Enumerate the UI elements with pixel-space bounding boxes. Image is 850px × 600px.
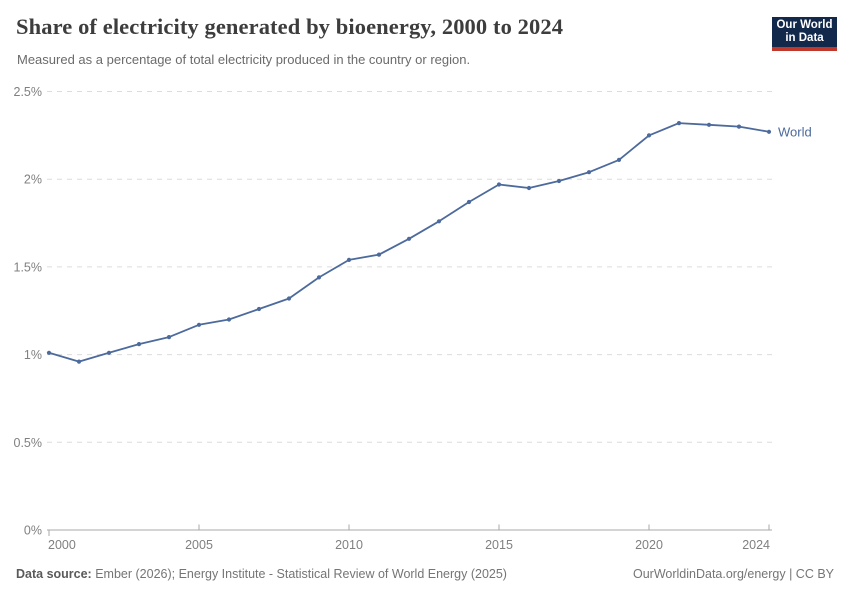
data-point [766, 129, 772, 134]
owid-logo[interactable]: Our World in Data [772, 17, 837, 51]
data-point [556, 178, 562, 184]
y-axis-tick-label: 1% [24, 348, 42, 362]
data-point [256, 306, 262, 312]
data-point [706, 122, 712, 127]
x-axis-tick-label: 2010 [335, 538, 363, 552]
data-point [196, 322, 202, 327]
data-point [586, 170, 592, 175]
data-point [316, 275, 322, 280]
series-label-world[interactable]: World [778, 124, 812, 139]
data-point [526, 185, 532, 191]
data-point [406, 236, 412, 241]
owid-logo-line1: Our World [776, 19, 833, 31]
owid-logo-line2: in Data [785, 32, 824, 44]
data-point [736, 124, 742, 129]
data-point [46, 350, 52, 355]
data-point [436, 219, 442, 224]
x-axis-tick-label: 2024 [742, 538, 770, 552]
data-source-label: Data source: [16, 567, 92, 581]
series-line-world [48, 122, 770, 363]
chart-footer: Data source: Ember (2026); Energy Instit… [16, 567, 834, 581]
data-point [676, 121, 682, 126]
data-point [616, 157, 622, 162]
x-axis-tick-label: 2020 [635, 538, 663, 552]
data-point [466, 199, 472, 205]
y-axis-tick-label: 2% [24, 173, 42, 187]
data-point [646, 133, 652, 138]
data-point [136, 342, 142, 347]
data-point [286, 296, 292, 301]
data-source-text: Ember (2026); Energy Institute - Statist… [95, 567, 507, 581]
data-point [166, 335, 172, 340]
page-title: Share of electricity generated by bioene… [16, 14, 564, 39]
y-axis-tick-label: 1.5% [14, 260, 43, 274]
data-point [226, 317, 232, 322]
data-point [346, 257, 352, 262]
x-axis-tick-label: 2015 [485, 538, 513, 552]
owid-link[interactable]: OurWorldinData.org/energy | CC BY [632, 567, 834, 581]
data-point [76, 359, 82, 364]
y-axis-tick-label: 0% [24, 524, 42, 538]
data-point [496, 182, 502, 187]
chart-subtitle: Measured as a percentage of total electr… [17, 52, 471, 67]
x-axis-tick-label: 2005 [185, 538, 213, 552]
x-axis-tick-label: 2000 [48, 538, 76, 552]
data-source-note: Data source: Ember (2026); Energy Instit… [16, 567, 507, 581]
data-point [376, 252, 382, 257]
data-point [106, 350, 112, 355]
y-axis-tick-label: 0.5% [14, 436, 43, 450]
y-axis-tick-label: 2.5% [14, 85, 43, 99]
